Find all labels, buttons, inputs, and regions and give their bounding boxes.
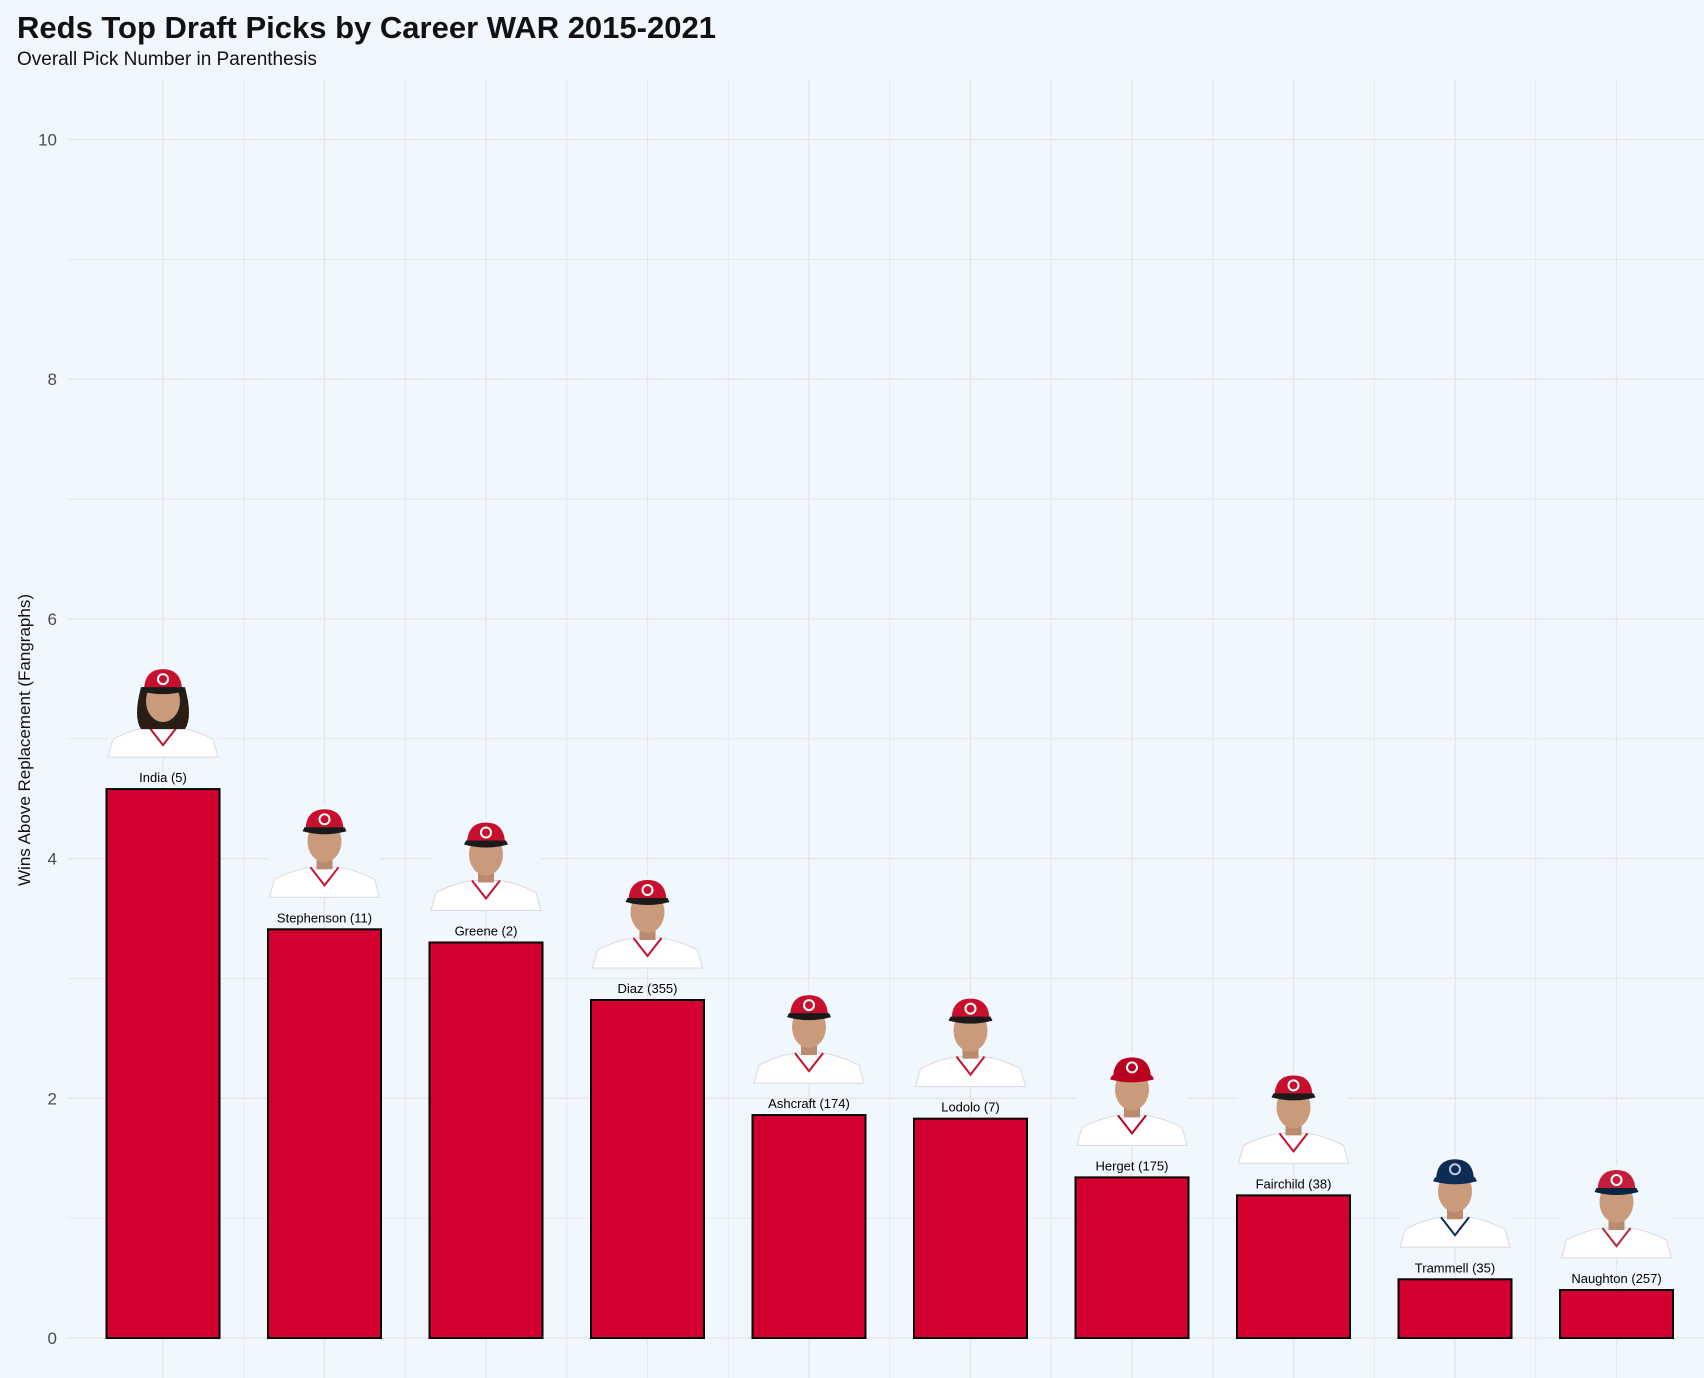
cap-logo [1126,1061,1138,1074]
bar-label: Herget (175) [1096,1158,1169,1173]
player-photos [107,665,1673,1259]
bars [105,788,1674,1340]
cap-logo [1610,1174,1623,1187]
player-photo [1560,1166,1673,1259]
y-tick-label: 6 [48,610,57,629]
chart-title: Reds Top Draft Picks by Career WAR 2015-… [17,10,716,45]
cap-bill [141,687,185,695]
player-photo [914,994,1027,1088]
bar-labels: India (5) Stephenson (11) Greene (2) Diaz (… [139,770,1662,1286]
player-photo [1237,1071,1350,1164]
y-tick-label: 8 [48,370,57,389]
cap-logo [157,673,169,686]
cap-logo [318,813,331,826]
bar [105,788,221,1339]
cap-logo [480,826,492,839]
player-photo [1399,1155,1511,1248]
jersey-collar [1440,1216,1470,1237]
jersey-collar [309,866,340,887]
jersey-collar [632,937,663,958]
cap-bill [625,898,670,906]
cap [951,998,990,1021]
cap [790,995,828,1018]
bar-label: India (5) [139,770,187,785]
y-tick-label: 10 [38,131,57,150]
player-photo [430,818,542,911]
bar [1074,1176,1190,1339]
cap-bill [302,827,347,835]
bar [1559,1289,1674,1340]
jersey [1399,1216,1511,1248]
cap [305,809,344,832]
chart-subtitle: Overall Pick Number in Parenthesis [17,49,317,70]
jersey-collar [794,1052,824,1073]
jersey-collar [148,726,178,747]
bar [1397,1278,1513,1340]
cap-bill [948,1016,993,1024]
bar [913,1117,1028,1340]
jersey-collar [471,879,501,901]
cap-bill [1110,1075,1154,1083]
player-photo [753,991,865,1084]
cap-logo [1449,1163,1461,1176]
bar [1236,1194,1351,1340]
player-photo [268,805,381,898]
player-photo [591,876,704,969]
cap [144,669,182,692]
cap [1274,1075,1313,1098]
y-tick-label: 4 [48,850,57,869]
bar [428,941,544,1339]
y-axis-ticks: 0 2 4 6 8 10 [38,131,57,1349]
cap-bill [787,1013,831,1021]
y-tick-label: 2 [48,1089,57,1108]
bar-label: Diaz (355) [618,981,678,996]
player-photo [1076,1053,1188,1146]
bar [751,1114,867,1339]
jersey [914,1056,1027,1088]
jersey [1076,1114,1188,1146]
cap [1436,1159,1474,1182]
bar-label: Lodolo (7) [941,1100,1000,1115]
cap-bill [464,840,508,848]
jersey-collar [1117,1114,1147,1136]
jersey-collar [1601,1227,1632,1248]
bar-label: Stephenson (11) [277,910,372,925]
bar-label: Ashcraft (174) [768,1096,850,1111]
cap-bill [1594,1188,1639,1196]
cap [467,822,505,845]
bar-label: Fairchild (38) [1256,1176,1332,1191]
cap [1113,1057,1151,1080]
bar-label: Greene (2) [455,923,518,938]
jersey-collar [1278,1132,1309,1154]
bar [267,928,382,1340]
cap-logo [641,884,654,897]
y-tick-label: 0 [48,1329,57,1348]
cap-bill [1271,1093,1316,1101]
cap-logo [964,1002,977,1015]
cap-logo [1287,1079,1300,1092]
bar [590,999,705,1339]
cap-logo [803,999,815,1012]
bar-label: Naughton (257) [1571,1271,1661,1286]
jersey-collar [955,1056,986,1077]
bar-label: Trammell (35) [1415,1260,1495,1275]
cap [1597,1170,1636,1193]
player-photo [107,665,219,758]
cap [628,880,667,903]
cap-bill [1433,1177,1477,1185]
